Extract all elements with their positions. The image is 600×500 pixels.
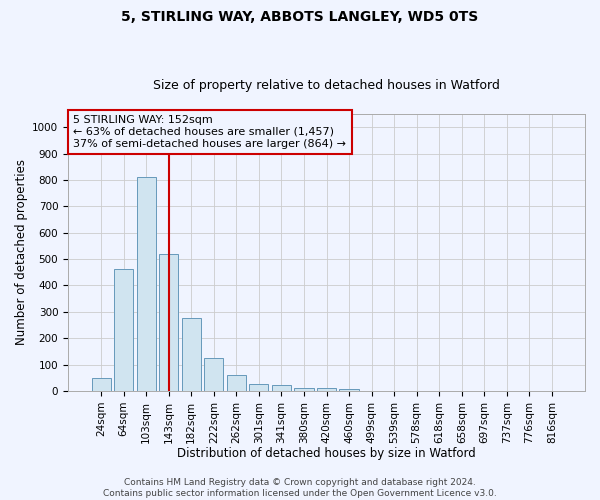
Bar (317, 388, 336, 391)
Text: 5 STIRLING WAY: 152sqm
← 63% of detached houses are smaller (1,457)
37% of semi-: 5 STIRLING WAY: 152sqm ← 63% of detached… (73, 116, 346, 148)
Bar (182, 318, 201, 391)
Bar (137, 178, 156, 391)
Bar (204, 358, 223, 391)
Bar (340, 389, 359, 391)
Bar (250, 384, 268, 391)
Title: Size of property relative to detached houses in Watford: Size of property relative to detached ho… (153, 79, 500, 92)
Text: 5, STIRLING WAY, ABBOTS LANGLEY, WD5 0TS: 5, STIRLING WAY, ABBOTS LANGLEY, WD5 0TS (121, 10, 479, 24)
Y-axis label: Number of detached properties: Number of detached properties (15, 160, 28, 346)
Bar (295, 388, 314, 391)
Bar (92, 378, 110, 391)
Bar (159, 254, 178, 391)
Bar (272, 384, 291, 391)
Text: Contains HM Land Registry data © Crown copyright and database right 2024.
Contai: Contains HM Land Registry data © Crown c… (103, 478, 497, 498)
Bar (227, 374, 246, 391)
Bar (114, 269, 133, 391)
X-axis label: Distribution of detached houses by size in Watford: Distribution of detached houses by size … (177, 447, 476, 460)
